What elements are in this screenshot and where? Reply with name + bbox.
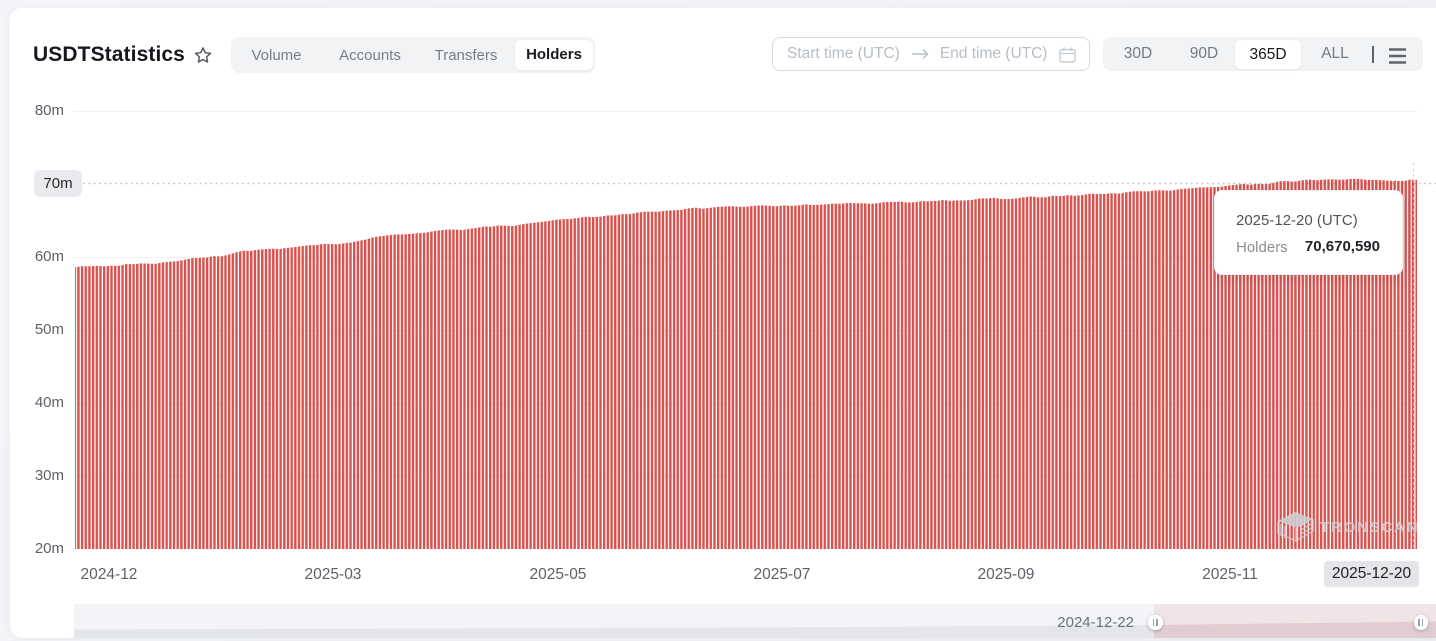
svg-text:TRONSCAN: TRONSCAN — [1320, 519, 1419, 536]
